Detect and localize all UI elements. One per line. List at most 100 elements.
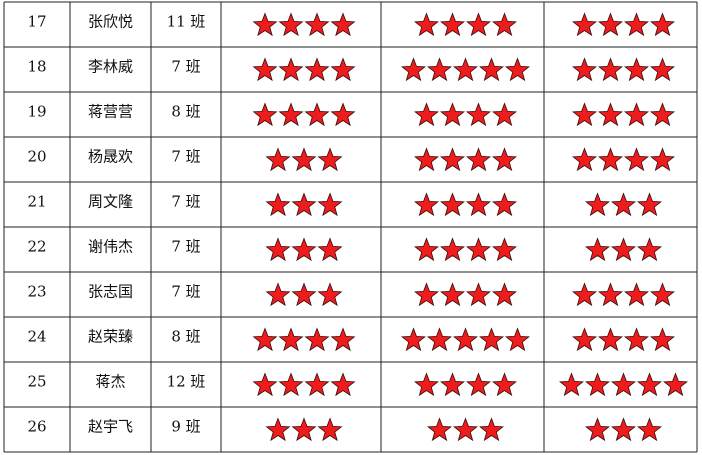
class-name: 7 班 xyxy=(171,148,200,166)
star xyxy=(440,102,465,127)
star xyxy=(330,372,356,397)
row-number: 21 xyxy=(27,193,46,211)
star xyxy=(505,57,530,82)
star xyxy=(598,282,623,307)
star xyxy=(611,237,636,262)
star xyxy=(624,282,649,307)
star xyxy=(401,57,426,82)
star xyxy=(479,417,504,442)
star xyxy=(278,372,304,397)
star xyxy=(466,102,491,127)
star xyxy=(624,57,649,82)
star xyxy=(505,327,530,352)
class-name: 7 班 xyxy=(171,283,200,301)
star xyxy=(252,327,278,352)
star xyxy=(492,372,517,397)
star xyxy=(427,327,452,352)
star xyxy=(317,417,343,442)
star xyxy=(492,282,517,307)
star xyxy=(650,282,675,307)
star-rating xyxy=(414,372,517,397)
star xyxy=(572,57,597,82)
star xyxy=(598,102,623,127)
star xyxy=(650,102,675,127)
star xyxy=(492,192,517,217)
star xyxy=(265,192,291,217)
star-rating xyxy=(572,57,675,82)
star-rating xyxy=(585,417,662,442)
star xyxy=(291,282,317,307)
star xyxy=(330,12,356,37)
star-rating xyxy=(414,192,517,217)
class-name: 9 班 xyxy=(171,418,200,436)
row-number: 25 xyxy=(27,373,46,391)
star-rating xyxy=(572,102,675,127)
student-name: 周文隆 xyxy=(88,193,133,211)
star xyxy=(440,282,465,307)
star xyxy=(466,372,491,397)
star xyxy=(637,372,662,397)
star-rating xyxy=(414,12,517,37)
star xyxy=(414,147,439,172)
star xyxy=(278,57,304,82)
star-rating xyxy=(414,147,517,172)
row-number: 18 xyxy=(27,58,46,76)
star xyxy=(317,147,343,172)
star-rating xyxy=(252,57,356,82)
star-rating xyxy=(252,372,356,397)
star xyxy=(637,237,662,262)
star xyxy=(265,237,291,262)
star-rating xyxy=(265,417,343,442)
star-rating xyxy=(265,147,343,172)
star xyxy=(440,192,465,217)
star xyxy=(304,102,330,127)
star xyxy=(598,147,623,172)
class-name: 7 班 xyxy=(171,238,200,256)
row-number: 20 xyxy=(27,148,46,166)
star xyxy=(278,327,304,352)
star xyxy=(611,417,636,442)
class-name: 7 班 xyxy=(171,58,200,76)
star xyxy=(291,417,317,442)
star xyxy=(414,372,439,397)
star xyxy=(427,417,452,442)
student-name: 谢伟杰 xyxy=(88,238,133,256)
star xyxy=(414,12,439,37)
star-rating xyxy=(252,327,356,352)
star xyxy=(317,282,343,307)
star xyxy=(414,282,439,307)
star xyxy=(278,12,304,37)
star xyxy=(466,192,491,217)
class-name: 8 班 xyxy=(171,328,200,346)
student-name: 张志国 xyxy=(88,283,133,301)
star xyxy=(492,12,517,37)
star xyxy=(440,237,465,262)
row-number: 22 xyxy=(27,238,46,256)
star xyxy=(453,57,478,82)
star xyxy=(585,372,610,397)
star xyxy=(624,12,649,37)
star-rating xyxy=(572,282,675,307)
star xyxy=(453,417,478,442)
star xyxy=(637,192,662,217)
star xyxy=(427,57,452,82)
star xyxy=(624,327,649,352)
star xyxy=(585,237,610,262)
star xyxy=(265,417,291,442)
class-name: 7 班 xyxy=(171,193,200,211)
star-rating xyxy=(572,12,675,37)
star-rating xyxy=(414,102,517,127)
star xyxy=(585,417,610,442)
star xyxy=(278,102,304,127)
star xyxy=(401,327,426,352)
star-rating xyxy=(585,237,662,262)
star xyxy=(466,282,491,307)
star xyxy=(624,147,649,172)
star xyxy=(637,417,662,442)
star xyxy=(572,327,597,352)
star xyxy=(572,282,597,307)
star-rating xyxy=(265,237,343,262)
star xyxy=(598,327,623,352)
class-name: 12 班 xyxy=(167,373,206,391)
